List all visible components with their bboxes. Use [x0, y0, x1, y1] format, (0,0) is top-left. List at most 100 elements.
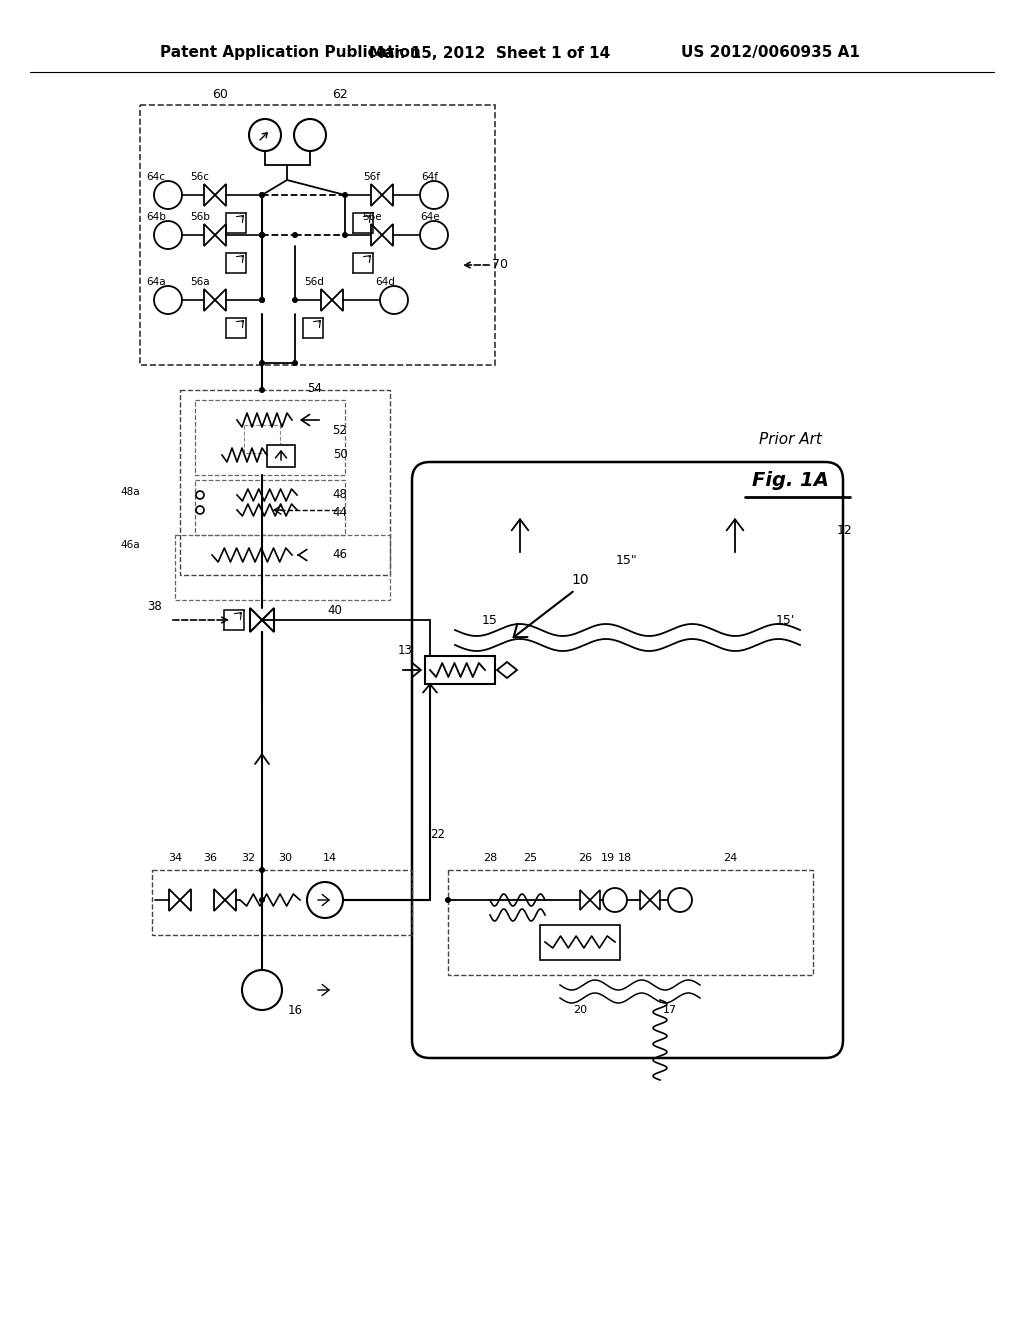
- Text: 13: 13: [397, 644, 413, 656]
- Text: 15: 15: [482, 614, 498, 627]
- Circle shape: [154, 220, 182, 249]
- Bar: [224, 610, 244, 630]
- Bar: [175, 535, 390, 601]
- Text: 56b: 56b: [190, 213, 210, 222]
- Text: Prior Art: Prior Art: [759, 433, 821, 447]
- Text: 64d: 64d: [375, 277, 395, 286]
- Text: 60: 60: [212, 88, 228, 102]
- Text: 36: 36: [203, 853, 217, 863]
- Text: 48: 48: [333, 488, 347, 502]
- Text: 40: 40: [328, 603, 342, 616]
- Text: 38: 38: [147, 601, 163, 614]
- Circle shape: [292, 360, 298, 366]
- Text: 34: 34: [168, 853, 182, 863]
- Text: 26: 26: [578, 853, 592, 863]
- Circle shape: [294, 119, 326, 150]
- Circle shape: [259, 360, 265, 366]
- Text: 64a: 64a: [146, 277, 166, 286]
- Circle shape: [603, 888, 627, 912]
- Circle shape: [380, 286, 408, 314]
- Circle shape: [154, 286, 182, 314]
- Text: 64e: 64e: [420, 213, 440, 222]
- Text: 20: 20: [573, 1005, 587, 1015]
- Text: 12: 12: [838, 524, 853, 536]
- Circle shape: [342, 191, 348, 198]
- Circle shape: [196, 491, 204, 499]
- Text: 56e: 56e: [362, 213, 382, 222]
- Text: 54: 54: [307, 381, 323, 395]
- Bar: [195, 480, 345, 535]
- Text: 19: 19: [601, 853, 615, 863]
- Text: [: [: [163, 915, 167, 925]
- Text: 25: 25: [523, 853, 537, 863]
- Text: 64b: 64b: [146, 213, 166, 222]
- Text: US 2012/0060935 A1: US 2012/0060935 A1: [681, 45, 860, 61]
- Bar: [353, 253, 373, 273]
- Circle shape: [259, 191, 265, 198]
- Text: 24: 24: [723, 853, 737, 863]
- Circle shape: [259, 191, 265, 198]
- Bar: [303, 318, 323, 338]
- Text: 48a: 48a: [120, 487, 140, 498]
- Text: Fig. 1A: Fig. 1A: [752, 470, 828, 490]
- Circle shape: [292, 297, 298, 304]
- Bar: [267, 445, 295, 467]
- Circle shape: [259, 297, 265, 304]
- FancyBboxPatch shape: [412, 462, 843, 1059]
- Circle shape: [249, 119, 281, 150]
- Circle shape: [242, 970, 282, 1010]
- Bar: [140, 106, 495, 366]
- Text: 32: 32: [241, 853, 255, 863]
- Text: 50: 50: [333, 449, 347, 462]
- Text: 56c: 56c: [190, 172, 210, 182]
- Text: 15": 15": [616, 553, 638, 566]
- Circle shape: [259, 232, 265, 238]
- Text: 56f: 56f: [364, 172, 381, 182]
- Circle shape: [307, 882, 343, 917]
- Text: 14: 14: [323, 853, 337, 863]
- Circle shape: [259, 232, 265, 238]
- Bar: [449, 870, 813, 975]
- Bar: [226, 318, 246, 338]
- Bar: [244, 425, 280, 453]
- Text: 15': 15': [775, 614, 795, 627]
- Bar: [425, 656, 495, 684]
- Text: Mar. 15, 2012  Sheet 1 of 14: Mar. 15, 2012 Sheet 1 of 14: [370, 45, 610, 61]
- Circle shape: [420, 220, 449, 249]
- Text: 46: 46: [333, 549, 347, 561]
- Circle shape: [259, 387, 265, 393]
- Circle shape: [154, 181, 182, 209]
- Text: 10: 10: [571, 573, 589, 587]
- Bar: [195, 400, 345, 475]
- Text: 18: 18: [617, 853, 632, 863]
- Bar: [540, 925, 620, 960]
- Text: 30: 30: [278, 853, 292, 863]
- Bar: [152, 870, 412, 935]
- Bar: [226, 213, 246, 234]
- Circle shape: [259, 867, 265, 873]
- Text: 64c: 64c: [146, 172, 166, 182]
- Bar: [180, 389, 390, 576]
- Circle shape: [445, 898, 451, 903]
- Text: Patent Application Publication: Patent Application Publication: [160, 45, 421, 61]
- Text: 56a: 56a: [190, 277, 210, 286]
- Circle shape: [196, 506, 204, 513]
- Text: 62: 62: [332, 88, 348, 102]
- Text: 52: 52: [333, 424, 347, 437]
- Text: 22: 22: [430, 829, 445, 842]
- Bar: [226, 253, 246, 273]
- Text: 56d: 56d: [304, 277, 324, 286]
- Circle shape: [420, 181, 449, 209]
- Text: 44: 44: [333, 506, 347, 519]
- Text: 46a: 46a: [120, 540, 140, 550]
- Circle shape: [668, 888, 692, 912]
- Text: 17: 17: [663, 1005, 677, 1015]
- Circle shape: [259, 898, 265, 903]
- Circle shape: [292, 232, 298, 238]
- Circle shape: [259, 232, 265, 238]
- Text: 28: 28: [483, 853, 497, 863]
- Circle shape: [259, 297, 265, 304]
- Circle shape: [342, 232, 348, 238]
- Bar: [353, 213, 373, 234]
- Text: 64f: 64f: [422, 172, 438, 182]
